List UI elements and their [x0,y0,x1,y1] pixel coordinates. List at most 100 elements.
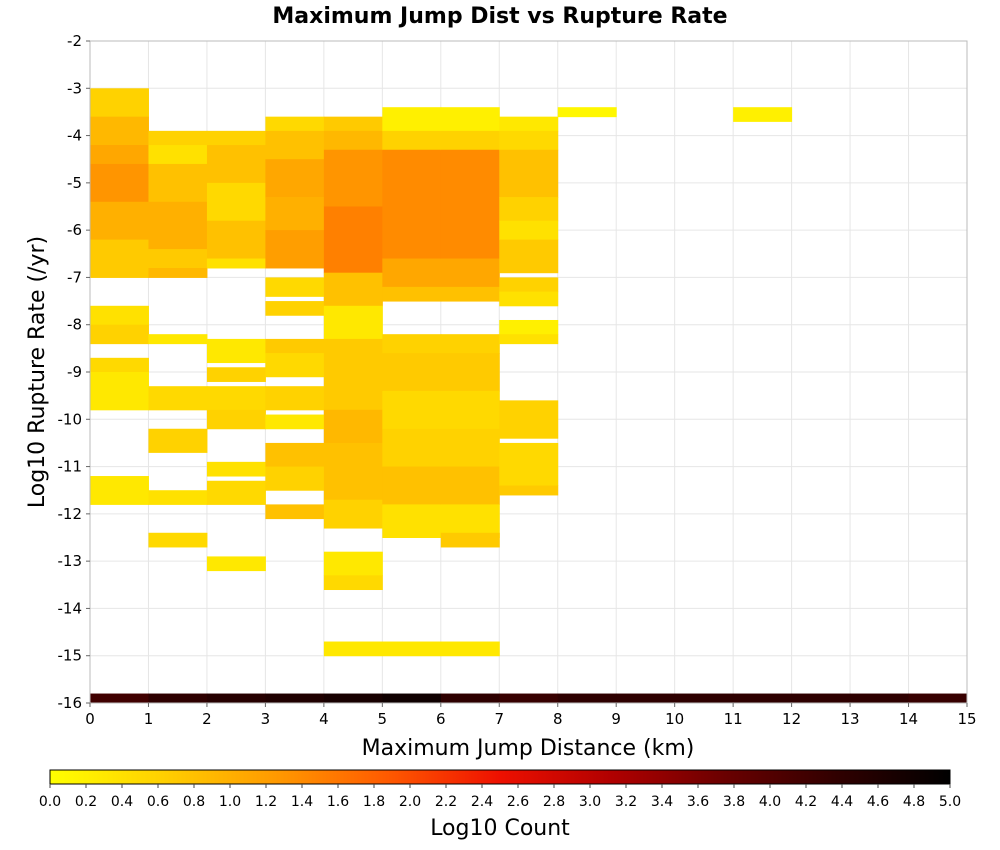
x-axis-ticks: 0 1 2 3 4 5 6 7 8 9 10 11 12 13 14 15 [85,703,977,728]
heatmap-cell [323,116,383,132]
heatmap-cell [499,693,559,703]
heatmap-cell [440,504,500,538]
heatmap-cell [323,149,383,207]
y-tick-label: -14 [58,599,83,617]
colorbar-label: Log10 Count [430,816,570,841]
heatmap-cell [382,258,442,288]
y-tick-label: -7 [67,268,82,286]
x-tick-label: 15 [957,710,976,728]
y-tick-label: -6 [67,221,82,239]
heatmap-cell [148,267,208,278]
heatmap-cell [382,466,442,505]
heatmap-cell [382,641,442,657]
x-tick-label: 5 [378,710,388,728]
heatmap-cell [323,130,383,151]
heatmap-cell [323,206,383,274]
heatmap-cell [733,107,793,122]
y-tick-label: -8 [67,316,82,334]
heatmap-cell [265,338,325,354]
heatmap-cell [148,693,208,703]
colorbar-tick-label: 1.4 [291,794,313,810]
colorbar-tick-label: 3.4 [651,794,673,810]
colorbar-tick-label: 5.0 [939,794,961,810]
heatmap-cell [382,353,442,392]
heatmap-cell [265,466,325,491]
x-tick-label: 9 [611,710,621,728]
heatmap-cell [499,291,559,307]
colorbar-tick-label: 4.4 [831,794,853,810]
heatmap-cell [323,338,383,411]
heatmap-cell [148,130,208,146]
y-axis-ticks: -16 -15 -14 -13 -12 -11 -10 -9 -8 -7 -6 -5 -4 -3 -2 [58,32,90,712]
heatmap-cell [382,504,442,538]
heatmap-cell [90,163,149,203]
colorbar-tick-label: 1.2 [255,794,277,810]
x-tick-label: 7 [494,710,504,728]
heatmap-cell [206,338,266,364]
heatmap-cell [265,693,325,703]
colorbar-tick-label: 4.8 [903,794,925,810]
heatmap-cell [499,442,559,486]
colorbar-tick-label: 0.8 [183,794,205,810]
heatmap-cells [90,88,968,703]
x-tick-label: 14 [899,710,918,728]
heatmap-cell [148,145,208,165]
colorbar-tick-label: 2.6 [507,794,529,810]
heatmap-cell [382,390,442,430]
heatmap-cell [440,334,500,354]
heatmap-cell [323,575,383,591]
heatmap-cell [148,163,208,203]
heatmap-cell [323,442,383,501]
heatmap-cell [265,116,325,132]
y-tick-label: -10 [58,410,83,428]
heatmap-cell [148,428,208,453]
heatmap-cell [206,409,266,430]
y-tick-label: -5 [67,174,82,192]
heatmap-cell [440,641,500,657]
heatmap-cell [440,693,500,703]
heatmap-cell [440,428,500,468]
x-tick-label: 12 [782,710,801,728]
heatmap-cell [206,182,266,222]
x-tick-label: 6 [436,710,446,728]
heatmap-cell [382,149,442,260]
heatmap-cell [499,277,559,293]
colorbar-tick-label: 0.4 [111,794,133,810]
y-tick-label: -13 [58,552,83,570]
heatmap-cell [206,480,266,505]
heatmap-cell [382,130,442,151]
heatmap-cell [440,130,500,151]
y-tick-label: -11 [58,458,83,476]
heatmap-cell [440,466,500,505]
heatmap-cell [440,107,500,132]
x-tick-label: 8 [553,710,563,728]
colorbar-tick-label: 0.0 [39,794,61,810]
x-tick-label: 2 [202,710,212,728]
heatmap-cell [499,319,559,335]
heatmap-cell [148,249,208,269]
heatmap-cell [206,461,266,477]
y-axis-label: Log10 Rupture Rate (/yr) [25,236,50,508]
colorbar-tick-label: 3.0 [579,794,601,810]
heatmap-cell [206,258,266,269]
heatmap-cell [206,693,266,703]
heatmap-cell [90,476,149,505]
y-tick-label: -12 [58,505,83,523]
colorbar-tick-label: 2.8 [543,794,565,810]
heatmap-cell [148,386,208,411]
heatmap-cell [90,201,149,241]
colorbar-tick-label: 1.6 [327,794,349,810]
heatmap-cell [206,556,266,572]
heatmap-cell [90,88,149,118]
heatmap-cell [499,197,559,222]
heatmap-cell [323,693,383,703]
heatmap-cell [206,386,266,411]
heatmap-cell [90,116,149,146]
heatmap-cell [90,372,149,411]
y-tick-label: -15 [58,647,83,665]
heatmap-cell [382,693,442,703]
heatmap-cell [674,693,734,703]
heatmap-cell [499,149,559,198]
heatmap-cell [440,532,500,548]
